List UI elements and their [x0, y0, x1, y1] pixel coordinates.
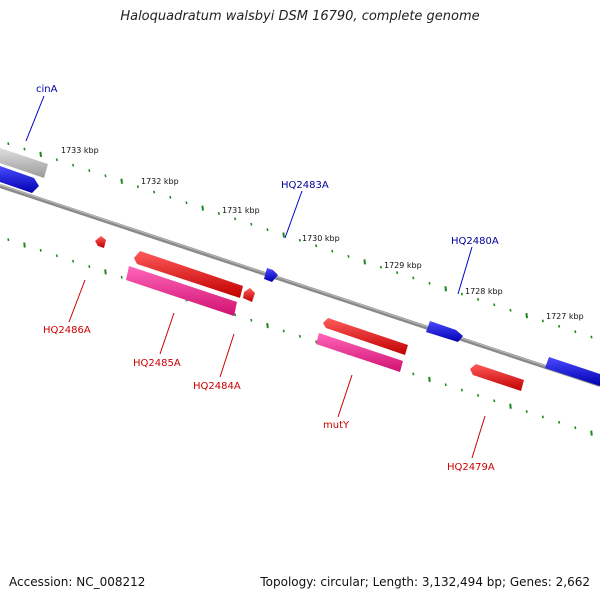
gene-label-HQ2480A[interactable]: HQ2480A — [451, 236, 499, 247]
gene-forward-blue-left[interactable] — [0, 166, 39, 193]
tick-mark — [379, 265, 382, 269]
gene-HQ2486A[interactable] — [95, 236, 106, 248]
tick-mark — [282, 232, 285, 238]
kbp-label-1732: 1732 kbp — [141, 177, 179, 186]
gene-label-HQ2485A[interactable]: HQ2485A — [133, 358, 181, 369]
gene-label-HQ2483A[interactable]: HQ2483A — [281, 180, 329, 191]
tick-mark — [39, 248, 42, 252]
tick-mark — [460, 388, 463, 392]
tick-mark — [136, 185, 139, 189]
genome-summary-text: Topology: circular; Length: 3,132,494 bp… — [260, 575, 590, 589]
kbp-label-1733: 1733 kbp — [61, 146, 99, 155]
kbp-label-1731: 1731 kbp — [222, 206, 260, 215]
tick-mark — [525, 312, 528, 319]
tick-mark — [266, 228, 269, 232]
tick-mark — [23, 242, 26, 248]
tick-mark — [153, 190, 156, 194]
tick-mark — [444, 286, 447, 292]
tick-mark — [493, 303, 496, 307]
tick-mark — [412, 276, 415, 280]
tick-mark — [7, 142, 10, 146]
gene-HQ2485A[interactable] — [126, 266, 237, 316]
tick-mark — [477, 298, 480, 301]
tick-mark — [88, 265, 91, 268]
tick-mark — [298, 334, 301, 338]
tick-mark — [558, 420, 561, 424]
tick-mark — [234, 313, 237, 317]
tick-mark — [590, 335, 593, 339]
tick-mark — [88, 169, 91, 172]
tick-mark — [282, 329, 285, 333]
gene-label-HQ2484A[interactable]: HQ2484A — [193, 381, 241, 392]
tick-mark — [55, 158, 58, 162]
tick-mark — [428, 281, 431, 285]
tick-mark — [185, 201, 188, 205]
tick-mark — [72, 163, 75, 167]
tick-mark — [558, 324, 561, 328]
gene-label-HQ2479A[interactable]: HQ2479A — [447, 462, 495, 473]
tick-mark — [201, 205, 204, 211]
tick-mark — [590, 430, 593, 436]
map-title: Haloquadratum walsbyi DSM 16790, complet… — [120, 9, 480, 24]
tick-mark — [428, 376, 431, 383]
kbp-label-1730: 1730 kbp — [302, 234, 340, 243]
outer-tick-row — [7, 142, 593, 339]
tick-mark — [120, 178, 123, 184]
genome-backbone — [0, 184, 600, 387]
tick-mark — [509, 403, 512, 409]
tick-mark — [7, 238, 10, 242]
tick-mark — [120, 275, 123, 279]
kbp-label-1728: 1728 kbp — [465, 287, 503, 296]
tick-mark — [217, 212, 220, 215]
gene-mutY-red[interactable] — [323, 318, 408, 355]
tick-mark — [266, 322, 269, 329]
label-leaders — [25, 95, 486, 459]
tick-mark — [347, 255, 350, 258]
gene-cinA-partial[interactable] — [0, 148, 48, 178]
tick-mark — [331, 249, 334, 253]
gene-label-HQ2486A[interactable]: HQ2486A — [43, 325, 91, 336]
genome-backbone-highlight — [0, 184, 600, 385]
tick-mark — [250, 318, 253, 322]
kbp-label-1729: 1729 kbp — [384, 261, 422, 270]
tick-mark — [493, 399, 496, 403]
tick-mark — [444, 383, 447, 387]
gene-label-cinA[interactable]: cinA — [36, 84, 58, 95]
tick-mark — [72, 259, 75, 263]
tick-mark — [477, 394, 480, 397]
tick-mark — [509, 308, 512, 312]
gene-mutY[interactable] — [316, 333, 403, 372]
tick-mark — [169, 195, 172, 199]
tick-mark — [315, 244, 318, 248]
tick-mark — [541, 319, 544, 323]
gene-HQ2485A-red[interactable] — [134, 251, 243, 298]
gene-label-mutY[interactable]: mutY — [323, 420, 350, 431]
tick-mark — [396, 271, 399, 275]
tick-mark — [574, 426, 577, 430]
tick-mark — [541, 415, 544, 419]
tick-mark — [525, 410, 528, 413]
accession-text: Accession: NC_008212 — [9, 575, 146, 589]
tick-mark — [23, 147, 26, 151]
tick-mark — [55, 254, 58, 258]
tick-mark — [104, 269, 107, 275]
tick-mark — [39, 151, 42, 158]
gene-HQ2480A[interactable] — [426, 321, 463, 342]
tick-mark — [315, 340, 318, 344]
inner-tick-row — [7, 238, 593, 436]
tick-mark — [250, 222, 253, 226]
tick-mark — [298, 238, 301, 242]
tick-mark — [234, 217, 237, 221]
gene-forward-blue-right[interactable] — [545, 357, 600, 386]
tick-mark — [460, 292, 463, 296]
tick-mark — [574, 330, 577, 334]
kbp-label-1727: 1727 kbp — [546, 312, 584, 321]
tick-mark — [412, 372, 415, 376]
gene-HQ2479A[interactable] — [470, 364, 524, 391]
gene-HQ2484A[interactable] — [243, 288, 255, 302]
tick-mark — [363, 259, 366, 265]
tick-mark — [104, 174, 107, 178]
gene-HQ2483A[interactable] — [264, 268, 278, 282]
